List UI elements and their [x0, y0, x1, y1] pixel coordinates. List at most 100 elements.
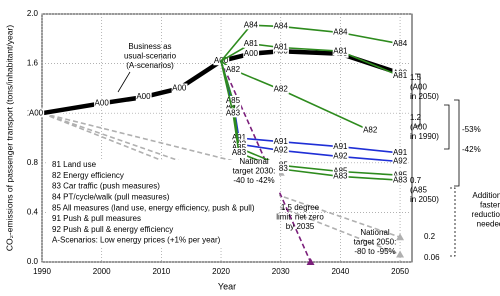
- point-label-bg: [392, 170, 409, 180]
- point-label-bg: [243, 20, 260, 30]
- point-label-bg: [332, 27, 349, 37]
- point-label: A00: [94, 98, 110, 108]
- point-label: A82: [273, 84, 289, 94]
- bracket: [454, 99, 460, 187]
- annotation: in 2050): [410, 92, 439, 101]
- point-label-bg: [392, 175, 409, 185]
- y-tick-label: 0.8: [27, 158, 39, 167]
- point-label-bg: [332, 171, 349, 181]
- bracket: [415, 73, 421, 127]
- y-tick-label: 0.0: [27, 257, 39, 266]
- point-label-text: A84: [244, 20, 259, 29]
- point-label: A83: [332, 171, 349, 181]
- annotation: 0.2: [424, 232, 436, 241]
- point-label-text: A84: [393, 39, 408, 48]
- point-label-text: A83: [393, 175, 408, 184]
- note: 82 Energy efficiency: [52, 171, 124, 180]
- y-axis-title: CO₂-emissions of passenger transport (to…: [4, 25, 14, 251]
- point-label-text: A00: [244, 49, 259, 58]
- point-label-text: A91: [333, 142, 348, 151]
- point-label: A81: [392, 71, 409, 81]
- point-label-text: A83: [333, 172, 348, 181]
- annotation: by 2035: [286, 222, 315, 231]
- point-label-text: A00: [95, 98, 110, 107]
- point-label-bg: [332, 151, 349, 161]
- annotation: 1.2: [410, 113, 422, 122]
- annotation: -53%: [462, 125, 481, 134]
- point-label: A83: [225, 108, 242, 118]
- annotation: faster: [480, 201, 500, 210]
- annotation: 1.5 degree: [281, 203, 320, 212]
- point-label-bg: [332, 141, 349, 151]
- annotation: in 1990): [410, 132, 439, 141]
- annotation: 0.7: [410, 176, 422, 185]
- point-label: A85: [392, 170, 409, 180]
- point-label-bg: [392, 156, 409, 166]
- point-label-bg: [273, 84, 289, 94]
- point-label: A81: [243, 38, 260, 48]
- point-label-text: A85: [393, 170, 408, 179]
- note: A-Scenarios: Low energy prices (+1% per …: [52, 236, 221, 245]
- point-label-bg: [273, 136, 289, 146]
- point-label-bg: [332, 46, 349, 56]
- y-tick-label: 0.4: [27, 208, 39, 217]
- bracket: [450, 187, 456, 257]
- point-label-bg: [94, 98, 110, 108]
- annotation: -42%: [462, 145, 481, 154]
- y-tick-label: 1.6: [27, 59, 39, 68]
- annotation: target 2050:: [354, 238, 397, 247]
- point-label-bg: [171, 83, 188, 93]
- point-label-bg: [28, 108, 45, 118]
- annotation: 1.5: [410, 73, 422, 82]
- annotation: (A00: [410, 123, 427, 132]
- x-tick-label: 2000: [93, 267, 111, 276]
- reference-line: [220, 60, 312, 263]
- series-line: [220, 60, 401, 176]
- point-label: A82: [225, 64, 242, 74]
- annotation: needed: [477, 220, 500, 229]
- point-label: A83: [231, 147, 248, 157]
- series-line: [220, 60, 371, 132]
- x-tick-label: 1990: [33, 267, 51, 276]
- target-marker: [396, 250, 405, 258]
- point-label: A91: [332, 141, 349, 151]
- point-label-text: A83: [274, 164, 289, 173]
- point-label-bg: [243, 48, 260, 58]
- annotation: in 2050): [410, 195, 439, 204]
- target-marker: [306, 258, 315, 265]
- point-label: A92: [273, 145, 289, 155]
- point-label: A81: [332, 46, 349, 56]
- point-label: A91: [231, 133, 248, 143]
- annotation: (A-scenarios): [126, 61, 174, 70]
- point-label-text: A81: [274, 43, 289, 52]
- annotation: 0.06: [424, 253, 440, 262]
- target-marker: [396, 233, 405, 241]
- point-label-bg: [225, 64, 242, 74]
- annotation: National: [239, 157, 269, 166]
- note: 92 Push & pull & energy efficiency: [52, 225, 173, 234]
- point-label: A85: [225, 95, 242, 105]
- x-tick-label: 2050: [391, 267, 409, 276]
- point-label-bg: [231, 143, 248, 153]
- point-label: A83: [273, 164, 289, 174]
- reference-line: [41, 112, 401, 238]
- point-label-text: A92: [393, 157, 408, 166]
- point-label-bg: [231, 147, 248, 157]
- point-label: A85: [231, 143, 248, 153]
- callout-line: [117, 71, 131, 93]
- point-label: A82: [362, 125, 379, 135]
- point-label-text: A81: [393, 71, 408, 80]
- annotation: usual-scenario: [124, 52, 177, 61]
- point-label: A84: [332, 27, 349, 37]
- point-label: A84: [273, 21, 289, 31]
- series-line: [220, 60, 401, 154]
- annotation: -40 to -42%: [233, 176, 274, 185]
- point-label: A00: [171, 83, 188, 93]
- point-label-text: A84: [274, 22, 289, 31]
- annotation: target 2030:: [233, 167, 276, 176]
- x-tick-label: 2020: [212, 267, 230, 276]
- point-label-bg: [332, 166, 349, 176]
- point-label-text: A00: [136, 92, 151, 101]
- bracket: [444, 104, 450, 150]
